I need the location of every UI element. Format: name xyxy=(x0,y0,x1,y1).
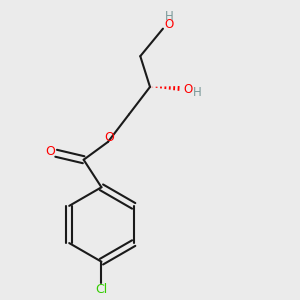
Text: H: H xyxy=(165,10,173,23)
Text: O: O xyxy=(105,130,115,144)
Text: H: H xyxy=(193,86,202,99)
Text: O: O xyxy=(183,83,193,96)
Text: O: O xyxy=(45,145,55,158)
Text: Cl: Cl xyxy=(95,284,108,296)
Text: O: O xyxy=(165,18,174,31)
